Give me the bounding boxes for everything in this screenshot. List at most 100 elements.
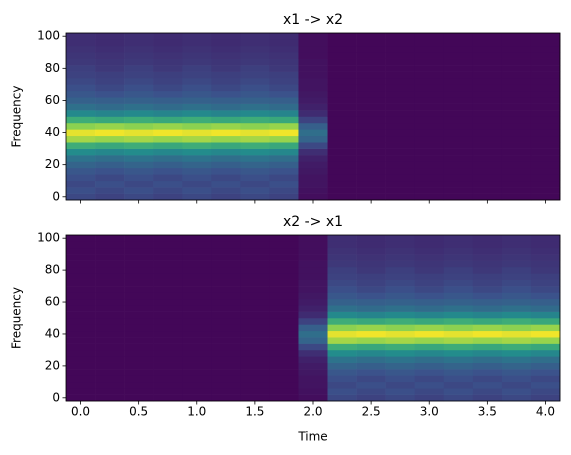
heatmap-cell — [153, 65, 183, 72]
heatmap-cell — [182, 110, 212, 117]
heatmap-cell — [269, 298, 299, 306]
heatmap-cell — [472, 394, 503, 402]
heatmap-cell — [211, 110, 241, 117]
heatmap-cell — [269, 58, 299, 66]
heatmap-cell — [95, 362, 125, 370]
heatmap-cell — [327, 180, 357, 188]
heatmap-cell — [327, 324, 357, 332]
heatmap-cell — [269, 266, 299, 274]
heatmap-cell — [269, 167, 299, 175]
heatmap-cell — [240, 235, 270, 242]
heatmap-cell — [66, 311, 96, 319]
heatmap-cell — [153, 161, 183, 169]
heatmap-cell — [95, 273, 125, 280]
heatmap-cell — [530, 193, 561, 201]
heatmap-cell — [240, 45, 270, 53]
heatmap-cell — [153, 356, 183, 363]
heatmap-cell — [298, 273, 328, 280]
heatmap-cell — [356, 148, 386, 156]
heatmap-cell — [298, 235, 328, 242]
heatmap-cell — [501, 122, 532, 130]
heatmap-cell — [211, 286, 241, 293]
heatmap-cell — [298, 52, 328, 59]
heatmap-cell — [356, 356, 386, 363]
heatmap-cell — [501, 298, 532, 306]
heatmap-cell — [356, 167, 386, 175]
heatmap-cell — [211, 292, 241, 300]
heatmap-cell — [240, 305, 270, 312]
heatmap-cell — [472, 167, 503, 175]
heatmap-cell — [501, 330, 532, 338]
heatmap-cell — [240, 161, 270, 169]
heatmap-cell — [327, 167, 357, 175]
heatmap-cell — [240, 77, 270, 85]
heatmap-cell — [269, 254, 299, 261]
heatmap-cell — [327, 97, 357, 104]
heatmap-cell — [327, 318, 357, 325]
heatmap-cell — [501, 235, 532, 242]
heatmap-cell — [153, 394, 183, 402]
heatmap-cell — [124, 388, 154, 395]
heatmap-cell — [298, 298, 328, 306]
heatmap-cell — [472, 254, 503, 261]
heatmap-cell — [211, 330, 241, 338]
heatmap-cell — [153, 388, 183, 395]
heatmap-cell — [95, 77, 125, 85]
heatmap-cell — [385, 356, 416, 363]
heatmap-cell — [501, 174, 532, 182]
heatmap-cell — [327, 273, 357, 280]
heatmap-cell — [530, 167, 561, 175]
heatmap-cell — [501, 343, 532, 351]
heatmap-cell — [153, 241, 183, 249]
heatmap-cell — [66, 266, 96, 274]
heatmap-cell — [66, 381, 96, 389]
heatmap-cell — [327, 45, 357, 53]
heatmap-cell — [211, 180, 241, 188]
heatmap-cell — [356, 254, 386, 261]
heatmap-cell — [443, 148, 474, 156]
heatmap-cell — [385, 129, 416, 137]
heatmap-cell — [124, 311, 154, 319]
heatmap-cell — [240, 324, 270, 332]
heatmap-cell — [211, 39, 241, 47]
heatmap-cell — [385, 241, 416, 249]
heatmap-cell — [356, 279, 386, 287]
heatmap-cell — [501, 273, 532, 280]
heatmap-cell — [240, 381, 270, 389]
heatmap-cell — [298, 180, 328, 188]
heatmap-cell — [269, 279, 299, 287]
heatmap-cell — [501, 388, 532, 395]
heatmap-cell — [356, 71, 386, 79]
heatmap-cell — [327, 362, 357, 370]
heatmap-cell — [211, 273, 241, 280]
heatmap-cell — [385, 71, 416, 79]
heatmap-cell — [530, 260, 561, 268]
heatmap-cell — [95, 292, 125, 300]
heatmap-cell — [182, 254, 212, 261]
heatmap-cell — [414, 167, 445, 175]
heatmap-cell — [269, 286, 299, 293]
heatmap-cell — [327, 110, 357, 117]
heatmap-cell — [414, 33, 445, 40]
heatmap-cell — [414, 260, 445, 268]
heatmap-cell — [66, 330, 96, 338]
heatmap-cell — [66, 247, 96, 255]
heatmap-cell — [414, 122, 445, 130]
heatmap-cell — [182, 298, 212, 306]
heatmap-cell — [182, 381, 212, 389]
heatmap-cell — [182, 343, 212, 351]
heatmap-cell — [153, 103, 183, 111]
heatmap-cell — [211, 356, 241, 363]
heatmap-cell — [298, 45, 328, 53]
heatmap-cell — [66, 388, 96, 395]
heatmap-cell — [240, 167, 270, 175]
heatmap-cell — [211, 266, 241, 274]
heatmap-cell — [95, 260, 125, 268]
heatmap-cell — [211, 298, 241, 306]
heatmap-cell — [95, 103, 125, 111]
heatmap-cell — [356, 266, 386, 274]
heatmap-cell — [501, 65, 532, 72]
heatmap-cell — [443, 286, 474, 293]
heatmap-cell — [414, 356, 445, 363]
heatmap-cell — [182, 129, 212, 137]
